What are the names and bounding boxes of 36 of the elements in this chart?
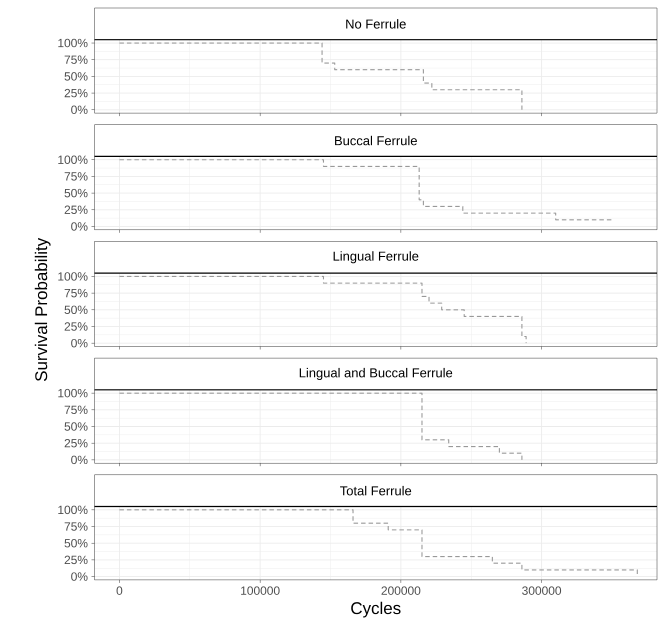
y-tick-label: 25% [64,322,88,331]
y-tick-label: 25% [64,88,88,98]
y-tick-label: 50% [64,306,88,314]
y-tick-label: 75% [64,288,88,298]
x-axis-title: Cycles [351,602,401,618]
y-tick-label: 0% [71,572,88,581]
y-tick-label: 75% [64,522,88,531]
chart-title: Total Ferrule [340,486,412,496]
y-axis-title: Survival Probability [34,238,51,382]
y-tick-label: 0% [71,456,88,464]
y-tick-label: 100% [58,272,88,281]
y-tick-label: 75% [64,56,88,64]
y-tick-label: 0% [71,222,88,231]
y-tick-label: 100% [58,38,88,48]
chart-title: Buccal Ferrule [335,136,417,146]
y-tick-label: 100% [58,156,88,164]
x-tick-label: 100000 [241,586,280,595]
y-tick-label: 25% [64,556,88,564]
y-tick-label: 25% [64,206,88,214]
x-tick-label: 300000 [522,586,562,595]
chart-title: Lingual Ferrule [334,251,418,264]
y-tick-label: 25% [64,438,88,448]
y-tick-label: 75% [64,406,88,414]
chart-title: No Ferrule [346,19,406,29]
chart-title: Lingual and Buccal Ferrule [300,368,452,380]
y-tick-label: 50% [64,72,88,81]
y-tick-label: 100% [58,506,88,514]
y-tick-label: 50% [64,422,88,431]
x-tick-label: 200000 [382,586,420,595]
y-tick-label: 100% [58,388,88,398]
y-tick-label: 75% [64,172,88,181]
y-tick-label: 0% [71,106,88,114]
y-tick-label: 50% [64,538,88,548]
y-tick-label: 0% [71,338,88,348]
y-tick-label: 50% [64,188,88,198]
x-tick-label: 0 [116,586,122,595]
